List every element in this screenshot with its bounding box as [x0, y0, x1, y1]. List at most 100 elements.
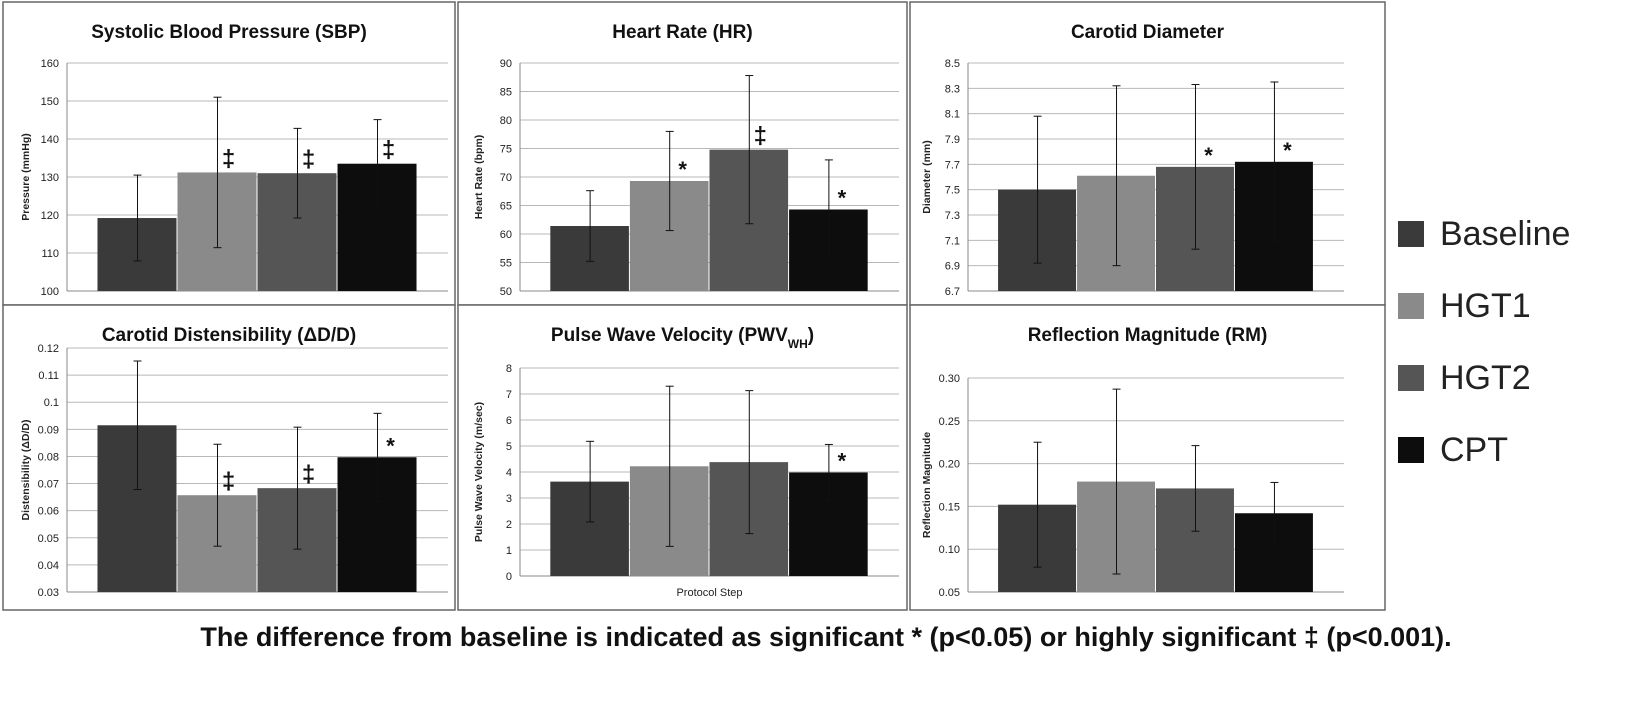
panel-1-ytick-4: 140	[41, 134, 59, 146]
panel-3-ytick-6: 7.9	[945, 134, 960, 146]
panel-6: Reflection Magnitude (RM) 0.05 0.10 0.15 0.2…	[909, 304, 1386, 611]
panel-3-ytick-0: 6.7	[945, 286, 960, 298]
panel-5-ytick-5: 5	[506, 441, 512, 453]
panel-4: Carotid Distensibility (ΔD/D) 0.03 0.04 0.0…	[2, 304, 456, 611]
panel-5-xlabel: Protocol Step	[676, 587, 742, 599]
panel-2-ytick-3: 65	[500, 201, 512, 213]
panel-4-ylabel: Distensibility (ΔD/D)	[20, 420, 32, 521]
panel-2-title: Heart Rate (HR)	[612, 22, 752, 43]
panel-2-ytick-1: 55	[500, 258, 512, 270]
panel-4-ytick-9: 0.12	[38, 343, 59, 355]
panel-5-ylabel: Pulse Wave Velocity (m/sec)	[473, 402, 485, 542]
legend-label-cpt: CPT	[1440, 430, 1508, 469]
legend-swatch-hgt1	[1398, 293, 1424, 319]
legend-item-hgt2: HGT2	[1398, 342, 1648, 414]
panel-2-ytick-7: 85	[500, 87, 512, 99]
panel-2-ylabel: Heart Rate (bpm)	[473, 135, 485, 220]
panel-6-ytick-0: 0.05	[939, 587, 960, 599]
panel-3-ylabel: Diameter (mm)	[921, 140, 933, 214]
panel-6-ytick-5: 0.30	[939, 373, 960, 385]
panel-2-ytick-5: 75	[500, 144, 512, 156]
legend: Baseline HGT1 HGT2 CPT	[1398, 198, 1648, 486]
panel-5-significance-cpt: *	[838, 449, 847, 474]
panel-6-ytick-2: 0.15	[939, 501, 960, 513]
panel-5-ytick-8: 8	[506, 363, 512, 375]
panel-1-ytick-0: 100	[41, 286, 59, 298]
panel-1-ytick-2: 120	[41, 210, 59, 222]
legend-label-hgt1: HGT1	[1440, 286, 1531, 325]
panel-3-ytick-4: 7.5	[945, 185, 960, 197]
panel-3-ytick-2: 7.1	[945, 235, 960, 247]
panel-4-significance-hgt2: ‡	[302, 461, 315, 488]
panel-4-ytick-0: 0.03	[38, 587, 59, 599]
panel-4-ytick-7: 0.1	[44, 397, 59, 409]
significance-footnote: The difference from baseline is indicate…	[200, 622, 1452, 652]
panel-4-ytick-3: 0.06	[38, 506, 59, 518]
panel-2-significance-hgt2: ‡	[754, 123, 767, 150]
panel-1-ylabel: Pressure (mmHg)	[20, 133, 32, 221]
panel-1-significance-hgt1: ‡	[222, 145, 235, 172]
panel-5-ytick-2: 2	[506, 519, 512, 531]
panel-6-ytick-3: 0.20	[939, 459, 960, 471]
legend-item-hgt1: HGT1	[1398, 270, 1648, 342]
panel-6-ylabel: Reflection Magnitude	[921, 432, 933, 538]
panel-3-ytick-8: 8.3	[945, 83, 960, 95]
panel-4-title: Carotid Distensibility (ΔD/D)	[102, 325, 356, 346]
panel-2-ytick-0: 50	[500, 286, 512, 298]
panel-5-ytick-1: 1	[506, 545, 512, 557]
panel-3-ytick-1: 6.9	[945, 261, 960, 273]
panel-5-ytick-7: 7	[506, 389, 512, 401]
panel-5-ytick-4: 4	[506, 467, 512, 479]
panel-2-ytick-8: 90	[500, 58, 512, 70]
legend-item-baseline: Baseline	[1398, 198, 1648, 270]
panel-2: Heart Rate (HR) 50 55 60 65 70 75 80 85 90 Heart R…	[457, 1, 908, 306]
panel-3-ytick-3: 7.3	[945, 210, 960, 222]
panel-5-bar-hgt1	[629, 466, 709, 576]
panel-3-significance-cpt: *	[1283, 138, 1292, 163]
panel-1-ytick-1: 110	[41, 248, 59, 260]
panel-2-bar-hgt1	[629, 180, 709, 291]
panel-4-ytick-6: 0.09	[38, 424, 59, 436]
panel-3-significance-hgt2: *	[1204, 143, 1213, 168]
panel-4-significance-cpt: *	[386, 433, 395, 458]
panel-2-significance-hgt1: *	[678, 157, 687, 182]
panel-3-ytick-9: 8.5	[945, 58, 960, 70]
panel-2-ytick-2: 60	[500, 229, 512, 241]
panel-4-ytick-1: 0.04	[38, 560, 59, 572]
panel-5-title-end: )	[808, 325, 814, 346]
panel-1: Systolic Blood Pressure (SBP) 100 110 120 13…	[2, 1, 456, 306]
panel-3: Carotid Diameter 6.7 6.9 7.1 7.3 7.5 7.7 7.9 8.1…	[909, 1, 1386, 306]
legend-label-baseline: Baseline	[1440, 214, 1571, 253]
panel-3-ytick-5: 7.7	[945, 159, 960, 171]
legend-label-hgt2: HGT2	[1440, 358, 1531, 397]
panel-4-ytick-4: 0.07	[38, 479, 59, 491]
legend-swatch-baseline	[1398, 221, 1424, 247]
panel-6-ytick-4: 0.25	[939, 416, 960, 428]
panel-4-ytick-2: 0.05	[38, 533, 59, 545]
panel-5-title-subscript: WH	[788, 337, 808, 351]
panel-6-ytick-1: 0.10	[939, 544, 960, 556]
legend-swatch-cpt	[1398, 437, 1424, 463]
panel-3-title: Carotid Diameter	[1071, 22, 1225, 43]
panel-1-significance-cpt: ‡	[382, 137, 395, 164]
panel-4-significance-hgt1: ‡	[222, 468, 235, 495]
panel-2-ytick-6: 80	[500, 115, 512, 127]
panel-4-ytick-8: 0.11	[38, 370, 59, 382]
legend-item-cpt: CPT	[1398, 414, 1648, 486]
panel-3-ytick-7: 8.1	[945, 109, 960, 121]
panel-5-ytick-0: 0	[506, 571, 512, 583]
legend-swatch-hgt2	[1398, 365, 1424, 391]
panel-6-title: Reflection Magnitude (RM)	[1028, 325, 1268, 346]
panel-1-title: Systolic Blood Pressure (SBP)	[91, 22, 367, 43]
panel-5-ytick-6: 6	[506, 415, 512, 427]
panel-1-significance-hgt2: ‡	[302, 146, 315, 173]
panel-1-ytick-3: 130	[41, 172, 59, 184]
panel-1-ytick-5: 150	[41, 96, 59, 108]
panel-5-ytick-3: 3	[506, 493, 512, 505]
panel-4-ytick-5: 0.08	[38, 451, 59, 463]
panel-2-ytick-4: 70	[500, 172, 512, 184]
panel-5: Pulse Wave Velocity (PWVWH)012345678Puls…	[457, 304, 908, 611]
panel-2-significance-cpt: *	[838, 185, 847, 210]
panel-1-ytick-6: 160	[41, 58, 59, 70]
